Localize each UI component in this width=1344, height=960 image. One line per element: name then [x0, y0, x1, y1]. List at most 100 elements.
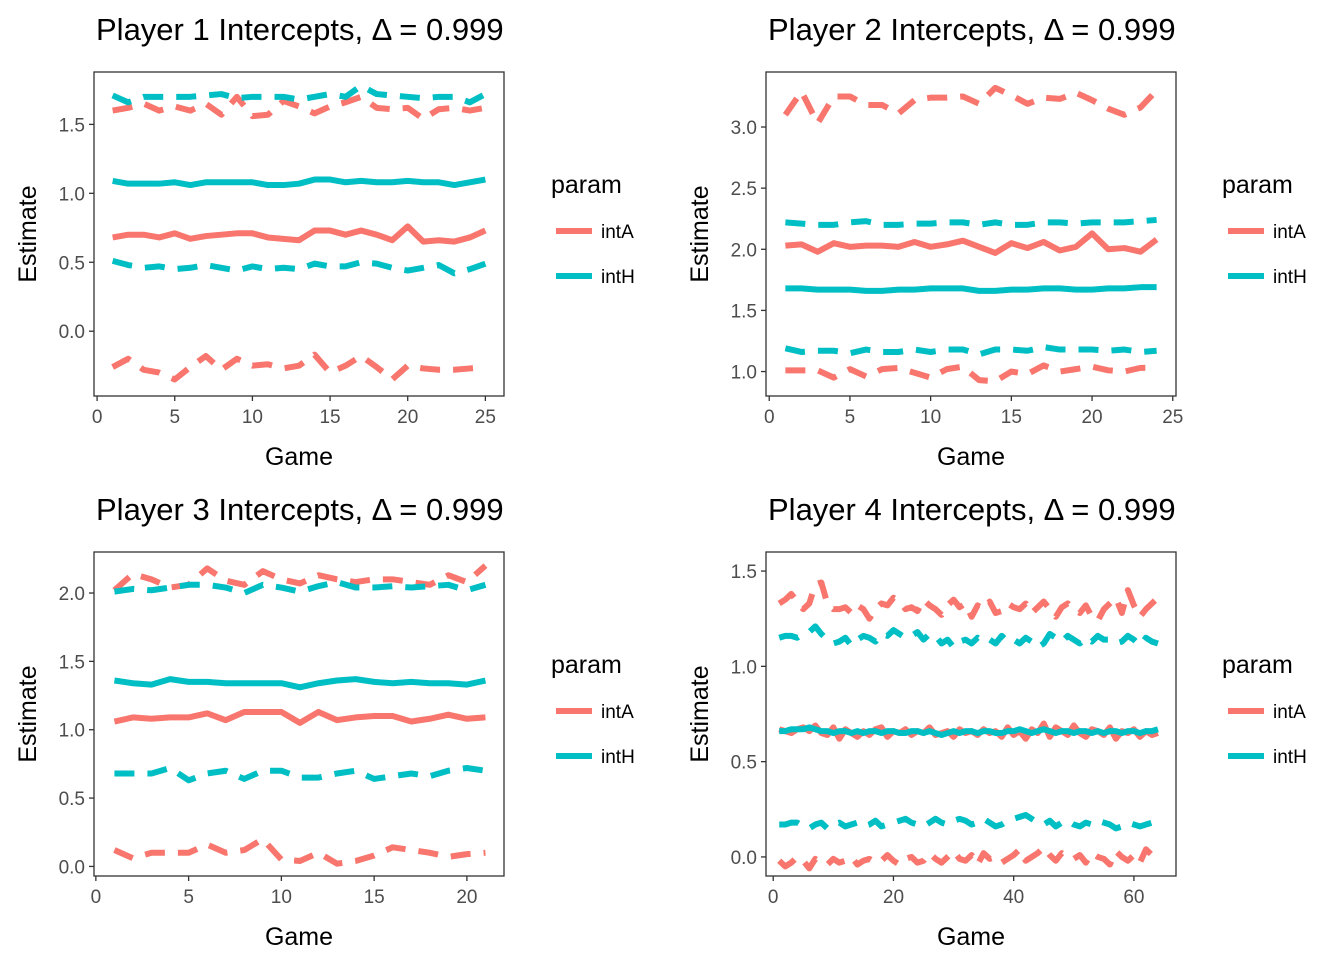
x-tick-label: 5 — [169, 407, 180, 428]
x-tick-label: 10 — [920, 407, 941, 428]
x-axis-label: Game — [265, 443, 333, 471]
legend-label-intH: intH — [1273, 747, 1307, 768]
x-tick-label: 60 — [1123, 887, 1144, 908]
legend-title: param — [551, 651, 622, 679]
y-tick-label: 1.5 — [731, 301, 757, 322]
x-tick-label: 5 — [845, 407, 856, 428]
y-tick-label: 2.0 — [59, 584, 85, 605]
x-tick-label: 15 — [1001, 407, 1022, 428]
x-tick-label: 20 — [397, 407, 418, 428]
series-line-intA-dashed-1 — [785, 362, 1157, 385]
series-line-intH-dashed-4 — [779, 812, 1159, 832]
series-layer — [777, 579, 1161, 872]
y-tick-label: 2.5 — [731, 179, 757, 200]
series-line-intH-dashed-4 — [111, 257, 487, 277]
y-tick-label: 0.0 — [59, 857, 85, 878]
y-axis-label: Estimate — [686, 665, 714, 762]
y-axis: 0.0 0.5 1.0 1.5 — [731, 562, 766, 869]
legend-label-intH: intH — [1273, 267, 1307, 288]
legend-label-intH: intH — [601, 267, 635, 288]
series-line-intA-dashed-1 — [777, 844, 1159, 872]
legend: param intA intH — [1222, 651, 1307, 768]
x-tick-label: 0 — [91, 887, 102, 908]
legend-title: param — [1222, 171, 1293, 199]
x-axis-label: Game — [937, 923, 1005, 951]
x-tick-label: 25 — [1162, 407, 1183, 428]
y-tick-label: 0.0 — [59, 322, 85, 343]
x-axis-label: Game — [937, 443, 1005, 471]
panel-player-4: Player 4 Intercepts, Δ = 0.999 0 20 40 60 0… — [686, 492, 1307, 951]
x-axis: 0 5 10 15 20 25 — [92, 396, 496, 428]
y-tick-label: 2.0 — [731, 240, 757, 261]
y-tick-label: 1.0 — [731, 363, 757, 384]
x-tick-label: 20 — [456, 887, 477, 908]
y-axis: 0.0 0.5 1.0 1.5 2.0 — [59, 584, 94, 878]
x-tick-label: 15 — [364, 887, 385, 908]
y-tick-label: 3.0 — [731, 118, 757, 139]
panel-player-3: Player 3 Intercepts, Δ = 0.999 0 5 10 15 20 … — [14, 492, 635, 951]
chart-title: Player 1 Intercepts, Δ = 0.999 — [96, 12, 504, 47]
plot-border — [93, 71, 505, 397]
series-line-intH-dashed-5 — [113, 579, 487, 597]
legend-label-intA: intA — [601, 222, 634, 243]
legend: param intA intH — [1222, 171, 1307, 288]
plot-border — [765, 71, 1177, 397]
chart-title: Player 3 Intercepts, Δ = 0.999 — [96, 492, 504, 527]
y-tick-label: 1.0 — [59, 184, 85, 205]
series-line-intH-dashed-5 — [778, 623, 1159, 651]
series-layer — [782, 84, 1159, 385]
y-tick-label: 0.5 — [59, 253, 85, 274]
x-tick-label: 25 — [475, 407, 496, 428]
legend-label-intH: intH — [601, 747, 635, 768]
y-tick-label: 1.5 — [59, 652, 85, 673]
panel-player-2: Player 2 Intercepts, Δ = 0.999 0 5 10 15 20 2… — [686, 12, 1307, 471]
series-line-intA-dashed-2 — [782, 84, 1159, 127]
series-line-intA-dashed-2 — [777, 579, 1161, 624]
series-line-intA-solid-0 — [785, 230, 1159, 256]
legend-title: param — [1222, 651, 1293, 679]
legend: param intA intH — [551, 651, 635, 768]
series-line-intA-solid-0 — [113, 708, 486, 726]
series-line-intH-solid-3 — [112, 176, 486, 189]
series-line-intH-dashed-5 — [785, 216, 1157, 228]
y-axis: 1.0 1.5 2.0 2.5 3.0 — [731, 118, 766, 384]
series-line-intH-dashed-4 — [784, 344, 1157, 358]
legend-title: param — [551, 171, 622, 199]
x-axis: 0 5 10 15 20 25 — [764, 396, 1183, 428]
series-line-intH-solid-3 — [113, 676, 487, 691]
y-axis-label: Estimate — [686, 185, 714, 282]
x-tick-label: 20 — [1081, 407, 1102, 428]
x-tick-label: 40 — [1003, 887, 1024, 908]
chart-title: Player 4 Intercepts, Δ = 0.999 — [768, 492, 1176, 527]
plot-border — [93, 551, 505, 877]
y-tick-label: 1.5 — [731, 562, 757, 583]
x-tick-label: 0 — [92, 407, 103, 428]
series-line-intA-solid-0 — [112, 223, 487, 245]
y-tick-label: 0.5 — [59, 789, 85, 810]
x-tick-label: 10 — [242, 407, 263, 428]
plot-border — [765, 551, 1177, 877]
chart-title: Player 2 Intercepts, Δ = 0.999 — [768, 12, 1176, 47]
x-tick-label: 10 — [271, 887, 292, 908]
series-line-intH-solid-3 — [785, 284, 1157, 294]
x-axis-label: Game — [265, 923, 333, 951]
y-tick-label: 1.0 — [59, 721, 85, 742]
y-axis: 0.0 0.5 1.0 1.5 — [59, 115, 94, 343]
legend-label-intA: intA — [1273, 702, 1306, 723]
panel-player-1: Player 1 Intercepts, Δ = 0.999 0 5 10 15 20 2… — [14, 12, 635, 471]
y-tick-label: 1.0 — [731, 657, 757, 678]
x-tick-label: 0 — [764, 407, 775, 428]
x-tick-label: 20 — [883, 887, 904, 908]
x-tick-label: 0 — [768, 887, 779, 908]
y-tick-label: 0.0 — [731, 848, 757, 869]
y-tick-label: 1.5 — [59, 115, 85, 136]
legend-label-intA: intA — [601, 702, 634, 723]
x-axis: 0 20 40 60 — [768, 876, 1144, 908]
y-axis-label: Estimate — [14, 665, 42, 762]
legend-label-intA: intA — [1273, 222, 1306, 243]
x-tick-label: 15 — [319, 407, 340, 428]
series-line-intA-dashed-1 — [113, 836, 486, 867]
x-tick-label: 5 — [183, 887, 194, 908]
series-line-intA-dashed-1 — [111, 351, 486, 383]
